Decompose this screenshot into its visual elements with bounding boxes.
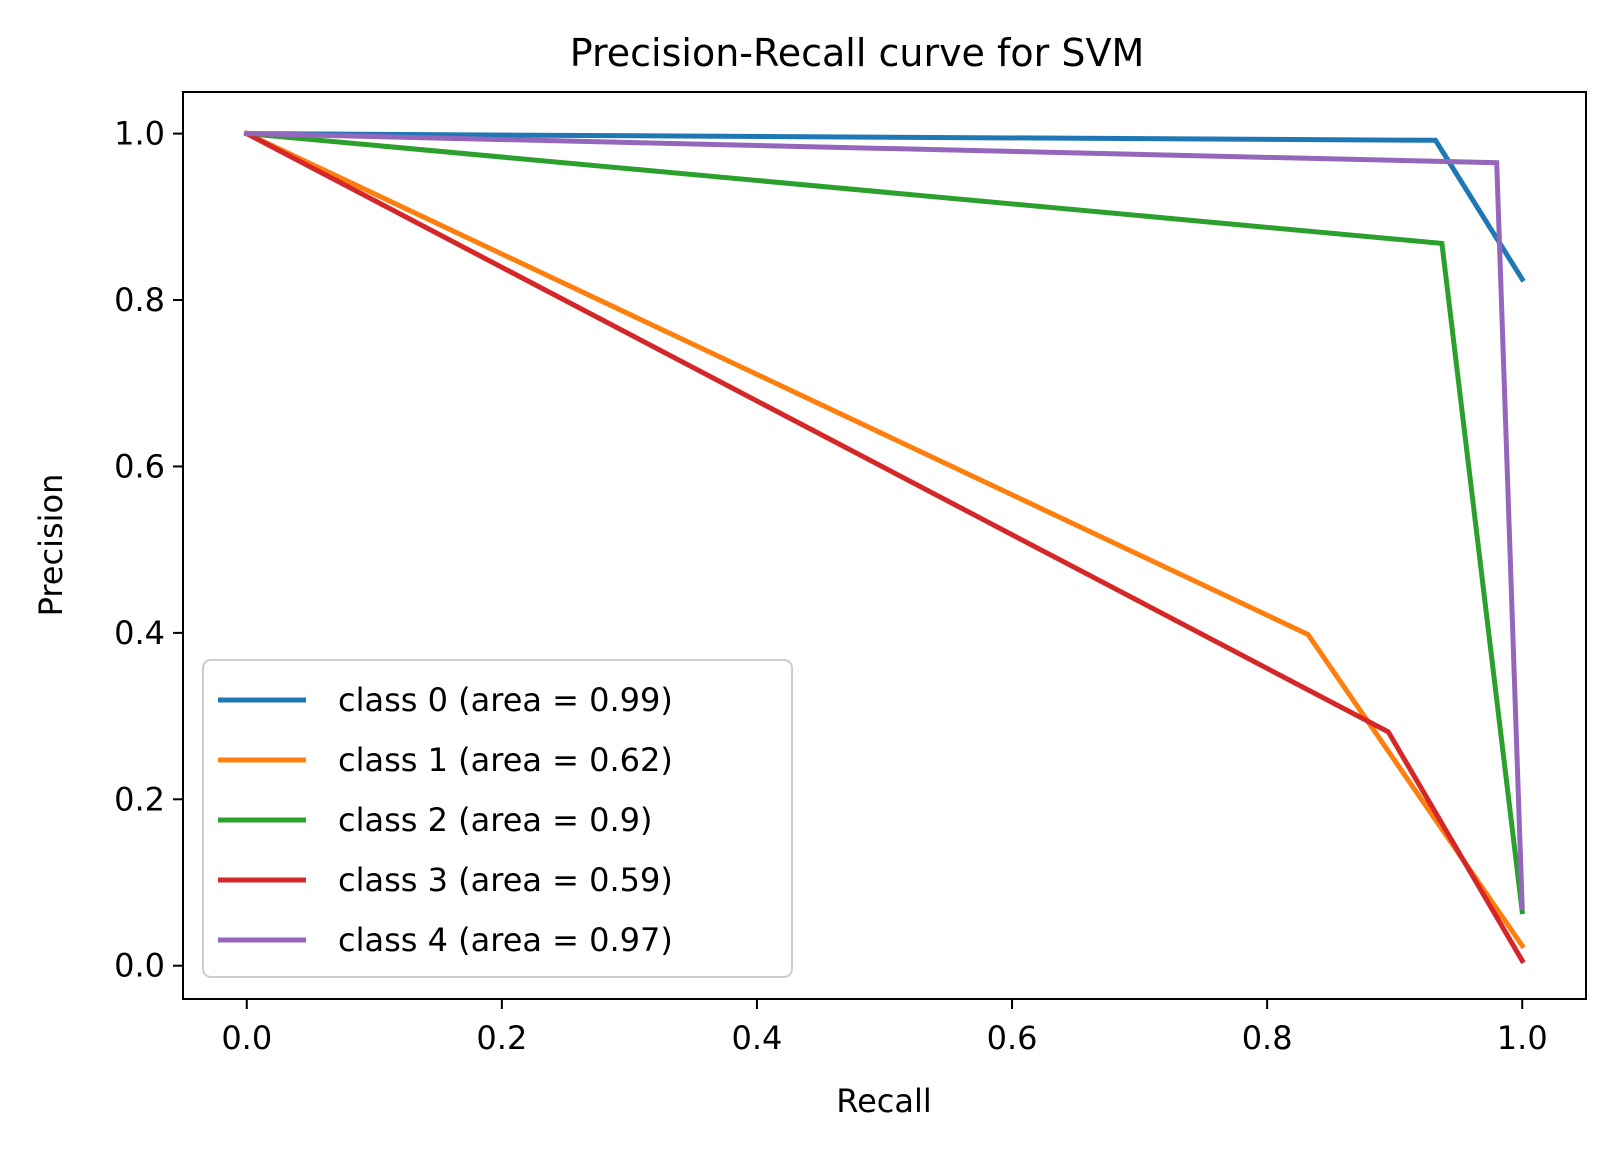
chart-title: Precision-Recall curve for SVM: [570, 31, 1145, 75]
legend-label: class 0 (area = 0.99): [338, 681, 673, 719]
x-axis-ticks: 0.0 0.2 0.4 0.6 0.8 1.0: [221, 999, 1548, 1057]
y-tick-label: 0.4: [114, 614, 165, 652]
legend-label: class 4 (area = 0.97): [338, 921, 673, 959]
y-tick-label: 0.6: [114, 447, 165, 485]
x-tick-label: 0.2: [476, 1019, 527, 1057]
legend-frame: [202, 659, 793, 978]
series-line-class-2: [244, 130, 1525, 915]
x-tick-label: 0.0: [221, 1019, 272, 1057]
legend-items: class 0 (area = 0.99) class 1 (area = 0.6…: [218, 681, 673, 959]
legend-label: class 1 (area = 0.62): [338, 741, 673, 779]
x-tick-label: 0.4: [732, 1019, 783, 1057]
series-line-class-0: [244, 131, 1526, 283]
series-group: [243, 130, 1526, 965]
x-tick-label: 1.0: [1497, 1019, 1548, 1057]
y-tick-label: 0.8: [114, 281, 165, 319]
legend-label: class 3 (area = 0.59): [338, 861, 673, 899]
x-tick-label: 0.6: [987, 1019, 1038, 1057]
y-tick-label: 0.0: [114, 947, 165, 985]
series-line-class-3: [243, 130, 1526, 965]
y-axis-label: Precision: [32, 474, 70, 617]
legend: class 0 (area = 0.99) class 1 (area = 0.6…: [202, 659, 793, 978]
series-line-class-4: [244, 131, 1525, 911]
y-tick-label: 0.2: [114, 780, 165, 818]
x-tick-label: 0.8: [1242, 1019, 1293, 1057]
legend-label: class 2 (area = 0.9): [338, 801, 653, 839]
x-axis-label: Recall: [836, 1082, 931, 1120]
y-axis-ticks: 0.0 0.2 0.4 0.6 0.8 1.0: [114, 115, 183, 985]
y-tick-label: 1.0: [114, 115, 165, 153]
